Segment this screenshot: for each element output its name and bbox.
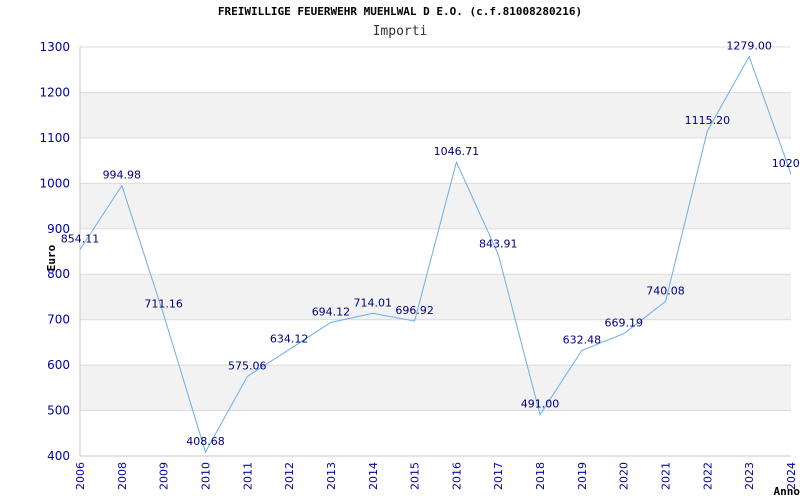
series-line: [79, 55, 792, 454]
x-tick-label: 2016: [450, 462, 463, 490]
data-label: 711.16: [144, 298, 183, 311]
grid-band: [80, 365, 791, 411]
x-tick-label: 2012: [283, 462, 296, 490]
data-label: 740.08: [646, 284, 685, 297]
data-label: 1115.20: [685, 114, 731, 127]
grid-band: [80, 183, 791, 229]
data-label: 994.98: [103, 169, 142, 182]
x-tick-label: 2011: [241, 462, 254, 490]
chart-subtitle: Importi: [372, 24, 428, 39]
y-tick-label: 1100: [39, 131, 70, 145]
data-label: 575.06: [228, 359, 267, 372]
data-label: 843.91: [479, 237, 518, 250]
y-tick-label: 500: [47, 404, 70, 418]
data-label: 1046.71: [434, 145, 480, 158]
data-label: 669.19: [604, 317, 643, 330]
y-tick-label: 600: [47, 358, 70, 372]
data-label: 714.01: [354, 296, 393, 309]
x-tick-label: 2013: [325, 462, 338, 490]
data-label: 1279.00: [726, 40, 772, 53]
data-label: 854.11: [61, 233, 100, 246]
y-tick-label: 400: [47, 449, 70, 463]
x-tick-label: 2017: [492, 462, 505, 490]
data-label: 634.12: [270, 333, 309, 346]
y-tick-label: 800: [47, 267, 70, 281]
x-tick-label: 2010: [199, 462, 212, 490]
x-tick-label: 2021: [660, 462, 673, 490]
x-tick-label: 2023: [743, 462, 756, 490]
x-tick-label: 2018: [534, 462, 547, 490]
data-label: 1020.3: [772, 157, 800, 170]
data-label: 491.00: [521, 398, 560, 411]
y-tick-label: 1200: [39, 85, 70, 99]
grid-band: [80, 274, 791, 320]
x-tick-label: 2006: [74, 462, 87, 490]
x-tick-label: 2008: [116, 462, 129, 490]
x-tick-label: 2022: [701, 462, 714, 490]
data-label: 408.68: [186, 435, 225, 448]
x-tick-label: 2020: [618, 462, 631, 490]
x-tick-label: 2014: [367, 462, 380, 490]
x-tick-label: 2015: [409, 462, 422, 490]
y-tick-label: 1300: [39, 40, 70, 54]
y-tick-label: 700: [47, 313, 70, 327]
x-tick-label: 2019: [576, 462, 589, 490]
data-label: 694.12: [312, 305, 351, 318]
y-tick-label: 900: [47, 222, 70, 236]
data-label: 696.92: [395, 304, 434, 317]
chart-title: FREIWILLIGE FEUERWEHR MUEHLWAL D E.O. (c…: [217, 5, 583, 18]
x-axis-label: Anno: [774, 485, 800, 498]
y-tick-label: 1000: [39, 176, 70, 190]
x-tick-label: 2009: [158, 462, 171, 490]
y-axis-label: Euro: [45, 244, 58, 271]
data-label: 632.48: [563, 333, 602, 346]
grid-band: [80, 92, 791, 138]
x-tick-label: 2024: [785, 462, 798, 490]
